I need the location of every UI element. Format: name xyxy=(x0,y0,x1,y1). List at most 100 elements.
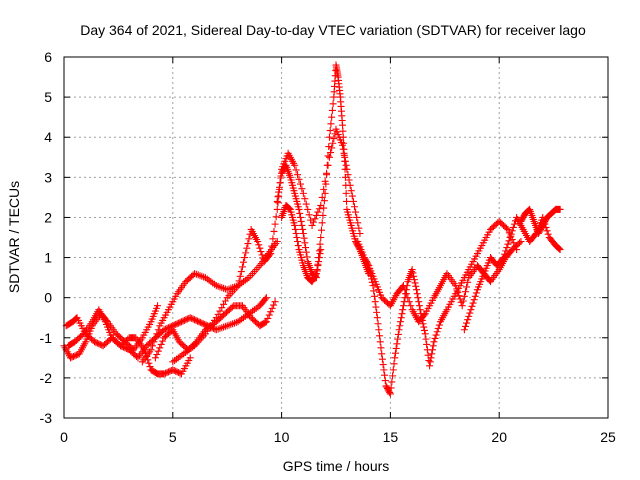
data-point xyxy=(299,225,307,233)
data-point xyxy=(286,205,294,213)
data-point xyxy=(459,297,467,305)
data-point xyxy=(294,171,302,179)
data-point xyxy=(504,240,512,248)
data-point xyxy=(415,298,423,306)
data-point xyxy=(394,330,402,338)
data-point xyxy=(273,197,281,205)
data-point xyxy=(296,180,304,188)
data-point xyxy=(295,205,303,213)
data-point xyxy=(517,238,525,246)
data-point xyxy=(316,240,324,248)
data-point xyxy=(355,224,363,232)
data-point xyxy=(427,354,435,362)
data-point xyxy=(119,343,127,351)
data-point xyxy=(458,302,466,310)
data-point xyxy=(296,209,304,217)
data-point xyxy=(396,322,404,330)
data-point xyxy=(257,248,265,256)
data-point xyxy=(393,340,401,348)
data-point xyxy=(274,193,282,201)
y-tick-label: -3 xyxy=(40,410,53,426)
data-point xyxy=(411,279,419,287)
data-point xyxy=(380,366,388,374)
data-point xyxy=(453,285,461,293)
data-point xyxy=(92,338,100,346)
data-point xyxy=(555,245,563,253)
data-point xyxy=(242,249,250,257)
data-point xyxy=(341,173,349,181)
data-point xyxy=(556,205,564,213)
data-point xyxy=(432,331,440,339)
y-tick-label: -2 xyxy=(40,370,53,386)
data-point xyxy=(238,263,246,271)
data-point xyxy=(423,340,431,348)
data-point xyxy=(314,262,322,270)
data-point xyxy=(164,368,172,376)
data-point xyxy=(465,312,473,320)
data-point xyxy=(501,250,509,258)
data-point xyxy=(236,272,244,280)
x-tick-label: 0 xyxy=(60,429,68,445)
data-point xyxy=(163,369,171,377)
data-point xyxy=(372,303,380,311)
data-point xyxy=(173,368,181,376)
data-point xyxy=(179,317,187,325)
data-point xyxy=(294,242,302,250)
data-point xyxy=(407,302,415,310)
y-tick-label: 1 xyxy=(44,250,52,266)
data-point xyxy=(470,296,478,304)
data-point xyxy=(71,352,79,360)
y-tick-label: -1 xyxy=(40,330,53,346)
data-point xyxy=(277,174,285,182)
data-point xyxy=(291,161,299,169)
data-point xyxy=(67,354,75,362)
data-point xyxy=(315,205,323,213)
data-point xyxy=(399,306,407,314)
data-point xyxy=(302,248,310,256)
data-point xyxy=(404,294,412,302)
data-point xyxy=(414,294,422,302)
series-track-12 xyxy=(517,205,564,237)
data-point xyxy=(285,204,293,212)
data-point xyxy=(298,185,306,193)
y-tick-label: 0 xyxy=(44,290,52,306)
series-track-3 xyxy=(62,294,270,362)
data-point xyxy=(341,157,349,165)
data-point xyxy=(296,213,304,221)
data-point xyxy=(429,342,437,350)
data-point xyxy=(472,289,480,297)
data-point xyxy=(373,314,381,322)
data-point xyxy=(505,237,513,245)
data-point xyxy=(500,254,508,262)
data-point xyxy=(178,318,186,326)
data-point xyxy=(145,359,153,367)
data-point xyxy=(254,238,262,246)
data-point xyxy=(340,151,348,159)
data-point xyxy=(173,320,181,328)
data-point xyxy=(471,292,479,300)
y-tick-label: 6 xyxy=(44,49,52,65)
data-point xyxy=(199,320,207,328)
data-point xyxy=(317,246,325,254)
data-point xyxy=(369,282,377,290)
x-tick-label: 15 xyxy=(383,429,399,445)
data-point xyxy=(339,133,347,141)
data-point xyxy=(154,302,162,310)
data-point xyxy=(392,344,400,352)
data-point xyxy=(186,354,194,362)
data-point xyxy=(509,223,517,231)
data-point xyxy=(461,288,469,296)
data-point xyxy=(264,314,272,322)
data-point xyxy=(172,367,180,375)
data-point xyxy=(180,316,188,324)
data-point xyxy=(315,258,323,266)
data-point xyxy=(410,272,418,280)
data-point xyxy=(270,227,278,235)
data-point xyxy=(266,251,274,259)
data-point xyxy=(275,188,283,196)
data-point xyxy=(320,197,328,205)
data-point xyxy=(329,139,337,147)
data-point xyxy=(312,211,320,219)
data-point xyxy=(308,221,316,229)
